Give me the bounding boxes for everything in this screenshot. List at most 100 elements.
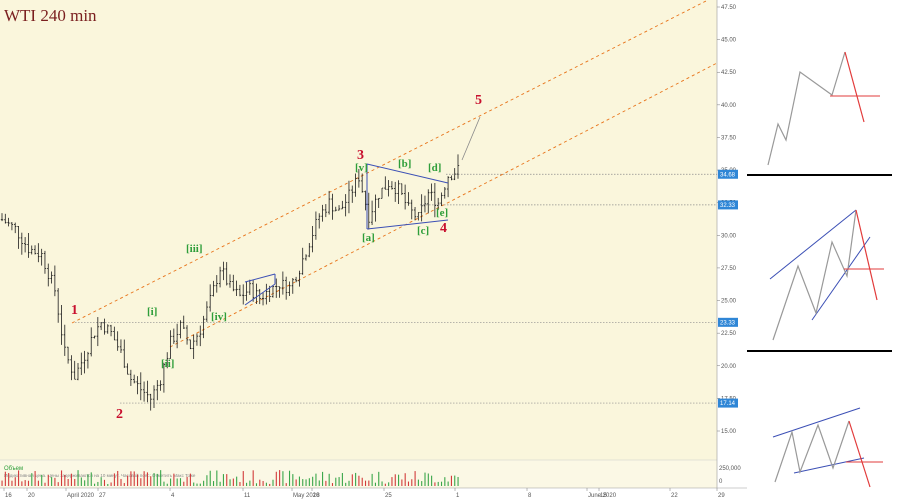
volume-bar bbox=[444, 477, 446, 486]
volume-bar bbox=[34, 471, 36, 486]
x-tick-label: 18 bbox=[313, 493, 320, 499]
volume-bar bbox=[113, 473, 115, 486]
price-marker-label: 34.68 bbox=[720, 172, 736, 178]
volume-bar bbox=[146, 472, 148, 486]
wave-label-5: 5 bbox=[475, 93, 482, 108]
volume-bar bbox=[275, 471, 277, 486]
volume-bar bbox=[203, 480, 205, 486]
volume-bar bbox=[160, 470, 162, 486]
volume-bar bbox=[117, 470, 119, 486]
y-tick-label: 42.50 bbox=[721, 70, 737, 76]
volume-bar bbox=[331, 483, 334, 486]
x-tick-label: 11 bbox=[244, 493, 251, 499]
volume-bar bbox=[219, 481, 221, 486]
y-tick-label: 22.50 bbox=[721, 331, 737, 337]
wave-labels: 1 2 3 4 5 [i] [ii] [iii] [iv] [v] [a] [b… bbox=[71, 93, 482, 422]
x-tick-label: 16 bbox=[5, 493, 12, 499]
volume-bar bbox=[381, 481, 383, 486]
volume-bar bbox=[80, 477, 82, 486]
volume-bar bbox=[398, 474, 400, 486]
volume-bar bbox=[60, 470, 63, 486]
volume-bar bbox=[338, 477, 340, 486]
x-tick-label: 22 bbox=[671, 493, 678, 499]
volume-bar bbox=[404, 473, 406, 486]
volume-bar bbox=[74, 478, 76, 486]
wave-label-2: 2 bbox=[116, 407, 123, 422]
y-tick-label: 15.00 bbox=[721, 429, 737, 435]
volume-bar bbox=[322, 471, 324, 486]
volume-bar bbox=[27, 480, 30, 486]
volume-bar bbox=[308, 478, 310, 486]
price-marker-lines bbox=[75, 173, 717, 404]
volume-bar bbox=[315, 473, 317, 486]
volume-bar bbox=[100, 477, 102, 486]
volume-bar bbox=[166, 483, 168, 486]
wave-label-e: [e] bbox=[436, 207, 448, 219]
y-tick-label: 37.50 bbox=[721, 135, 737, 141]
volume-bar bbox=[262, 480, 264, 486]
volume-bar bbox=[133, 471, 135, 486]
wave-label-c: [c] bbox=[417, 225, 429, 237]
volume-bar bbox=[150, 476, 152, 486]
volume-bar bbox=[454, 475, 456, 486]
y-tick-label: 27.50 bbox=[721, 266, 737, 272]
volume-bar bbox=[206, 475, 208, 486]
volume-bar bbox=[127, 475, 129, 486]
volume-tick-250k: 250,000 bbox=[719, 466, 741, 472]
volume-tick-0: 0 bbox=[719, 479, 723, 485]
volume-bar bbox=[226, 474, 228, 486]
volume-bar bbox=[239, 482, 241, 486]
volume-bar bbox=[70, 473, 72, 486]
volume-bar bbox=[388, 482, 390, 486]
candlestick-series bbox=[0, 154, 460, 411]
volume-bars bbox=[1, 470, 459, 486]
volume-bar bbox=[351, 474, 353, 486]
scheme-ascending-channel bbox=[769, 209, 884, 341]
volume-bar bbox=[378, 471, 380, 486]
volume-bar bbox=[252, 470, 254, 486]
volume-bar bbox=[120, 478, 122, 486]
volume-bar bbox=[427, 473, 429, 486]
triangle-bottom bbox=[366, 219, 449, 230]
volume-bar bbox=[279, 470, 281, 486]
price-marker-box bbox=[718, 398, 738, 408]
volume-bar bbox=[44, 482, 46, 486]
volume-bar bbox=[391, 477, 393, 486]
x-tick-label: June 2020 bbox=[588, 493, 617, 499]
y-tick-label: 25.00 bbox=[721, 299, 737, 305]
wave-label-1: 1 bbox=[71, 303, 78, 318]
volume-bar bbox=[4, 471, 6, 486]
volume-bar bbox=[97, 481, 99, 486]
volume-bar bbox=[87, 474, 89, 486]
volume-bar bbox=[54, 477, 56, 486]
pattern-lines bbox=[244, 163, 449, 306]
volume-bar bbox=[328, 473, 330, 486]
price-labels: 34.68 32.33 23.33 17.14 bbox=[718, 169, 738, 408]
volume-bar bbox=[216, 470, 218, 486]
volume-bar bbox=[212, 481, 215, 486]
volume-bar bbox=[318, 480, 320, 486]
volume-bar bbox=[37, 480, 39, 486]
wave-label-ii: [ii] bbox=[161, 358, 174, 370]
price-marker-box bbox=[718, 317, 738, 327]
wave-label-3: 3 bbox=[357, 148, 364, 163]
volume-bar bbox=[269, 483, 271, 486]
volume-bar bbox=[371, 473, 373, 486]
volume-bar bbox=[163, 481, 165, 486]
volume-bar bbox=[193, 482, 195, 486]
time-axis bbox=[0, 488, 747, 501]
x-tick-label: 27 bbox=[99, 493, 106, 499]
volume-bar bbox=[302, 479, 304, 486]
volume-bar bbox=[374, 482, 376, 486]
price-marker-box bbox=[718, 200, 738, 210]
volume-bar bbox=[450, 475, 452, 486]
wave-label-a: [a] bbox=[362, 232, 375, 244]
channel-upper-line bbox=[71, 0, 709, 324]
volume-bar bbox=[255, 483, 258, 486]
volume-bar bbox=[355, 472, 357, 486]
volume-label: Объем bbox=[4, 466, 23, 472]
volume-bar bbox=[90, 472, 92, 486]
volume-bar bbox=[272, 479, 274, 486]
volume-bar bbox=[179, 478, 182, 486]
